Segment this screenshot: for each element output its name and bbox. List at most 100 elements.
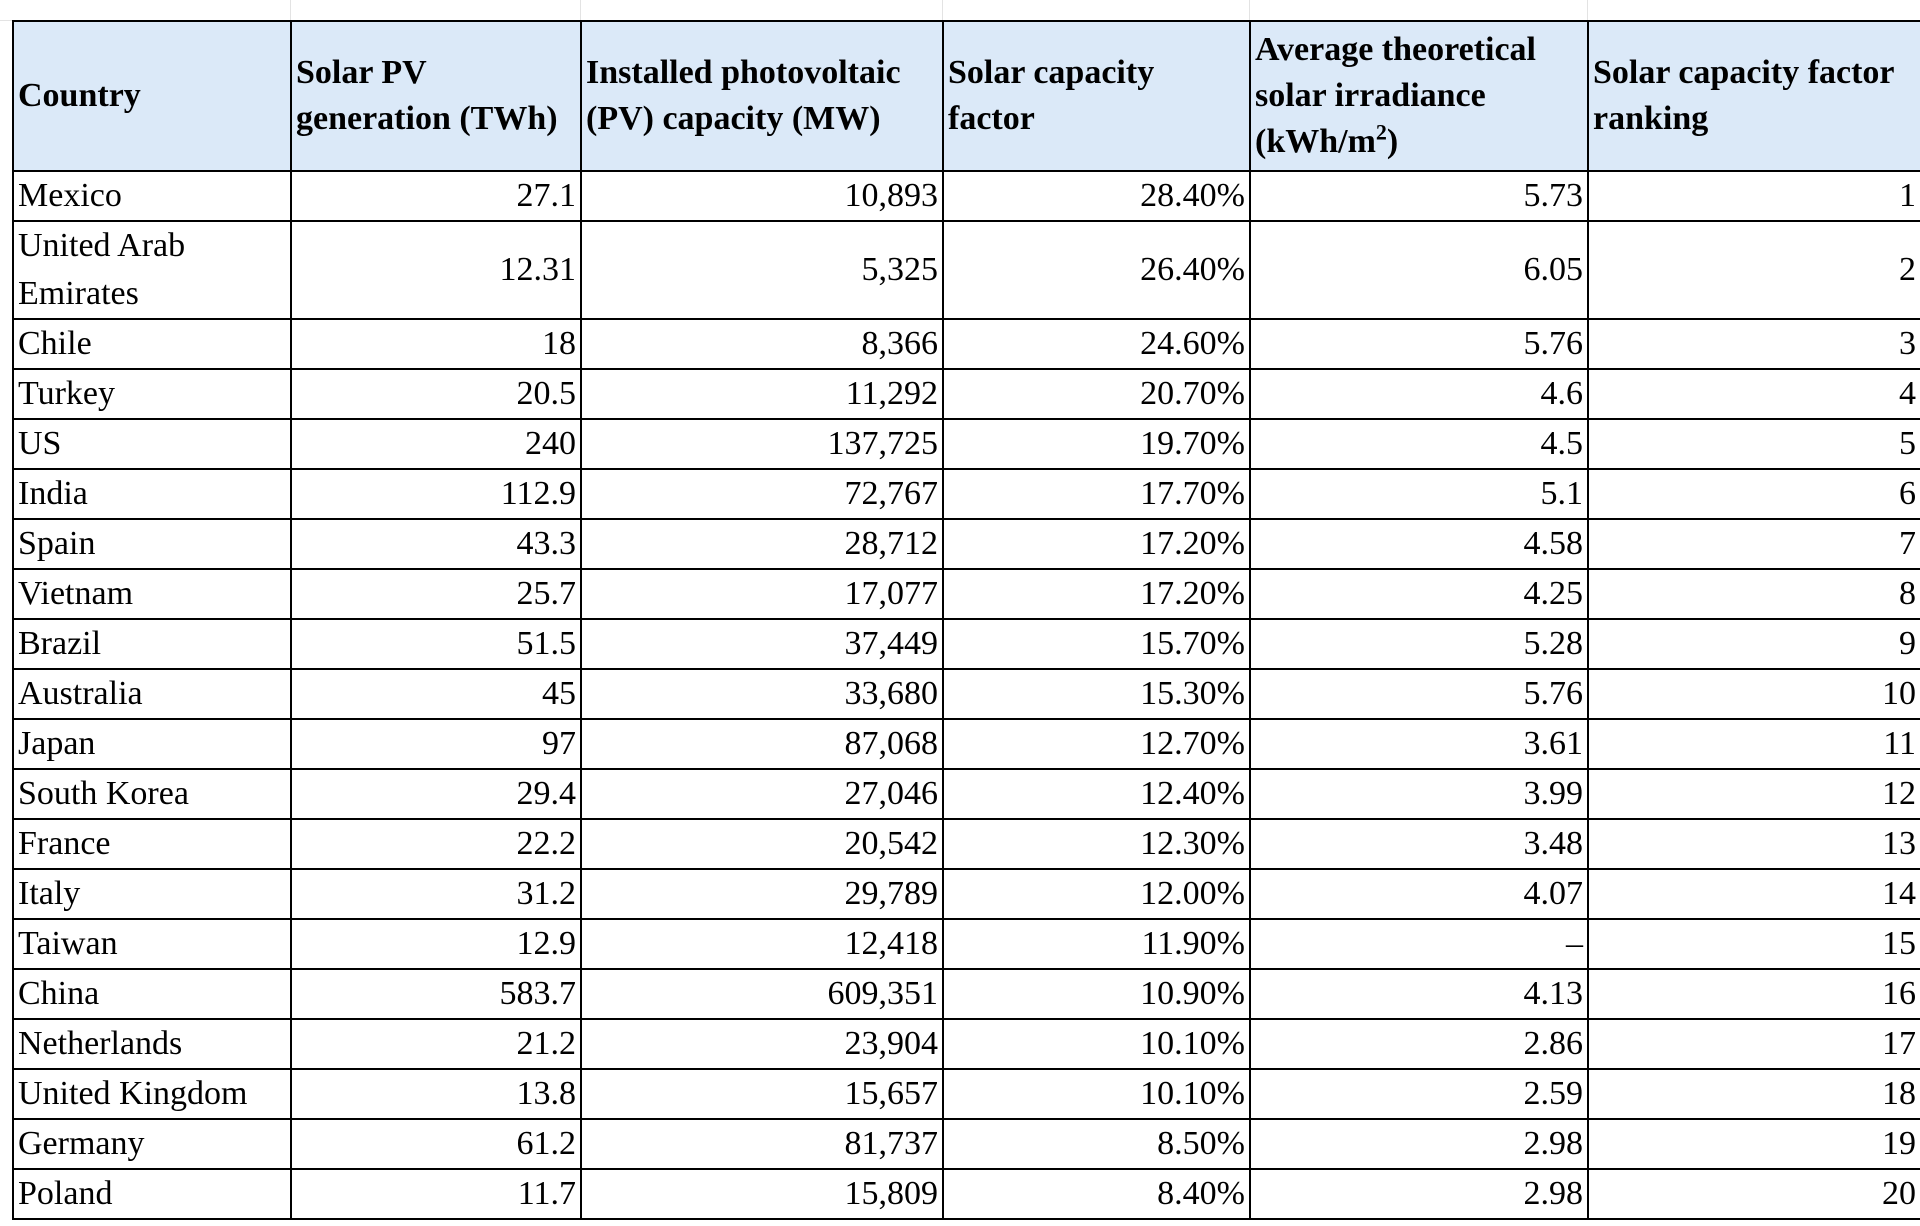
capacity-cell: 137,725: [580, 418, 944, 470]
ranking-cell: 13: [1587, 818, 1920, 870]
capacity-cell: 23,904: [580, 1018, 944, 1070]
country-cell: United Arab Emirates: [12, 220, 292, 320]
table-row: China 583.7 609,351 10.90% 4.13 16: [12, 968, 1920, 1020]
generation-cell: 12.31: [290, 220, 582, 320]
country-cell: Poland: [12, 1168, 292, 1220]
country-cell: France: [12, 818, 292, 870]
capacity-cell: 27,046: [580, 768, 944, 820]
country-cell: China: [12, 968, 292, 1020]
generation-cell: 21.2: [290, 1018, 582, 1070]
header-row: Country Solar PV generation (TWh) Instal…: [12, 20, 1920, 172]
table-row: US 240 137,725 19.70% 4.5 5: [12, 418, 1920, 470]
ranking-cell: 17: [1587, 1018, 1920, 1070]
ranking-cell: 15: [1587, 918, 1920, 970]
capacity-cell: 10,893: [580, 170, 944, 222]
capacity-cell: 81,737: [580, 1118, 944, 1170]
table-row: South Korea 29.4 27,046 12.40% 3.99 12: [12, 768, 1920, 820]
capacity-cell: 37,449: [580, 618, 944, 670]
generation-cell: 27.1: [290, 170, 582, 222]
country-cell: Turkey: [12, 368, 292, 420]
irradiance-cell: 3.61: [1249, 718, 1589, 770]
irradiance-cell: 2.98: [1249, 1118, 1589, 1170]
ranking-cell: 20: [1587, 1168, 1920, 1220]
header-installed-pv-capacity: Installed photovoltaic (PV) capacity (MW…: [580, 20, 944, 172]
capacity-factor-cell: 10.10%: [942, 1018, 1251, 1070]
table-row: Spain 43.3 28,712 17.20% 4.58 7: [12, 518, 1920, 570]
ranking-cell: 18: [1587, 1068, 1920, 1120]
capacity-factor-cell: 17.20%: [942, 518, 1251, 570]
country-cell: Vietnam: [12, 568, 292, 620]
table-row: Japan 97 87,068 12.70% 3.61 11: [12, 718, 1920, 770]
capacity-factor-cell: 24.60%: [942, 318, 1251, 370]
capacity-cell: 17,077: [580, 568, 944, 620]
capacity-factor-cell: 19.70%: [942, 418, 1251, 470]
ranking-cell: 1: [1587, 170, 1920, 222]
ranking-cell: 2: [1587, 220, 1920, 320]
capacity-cell: 12,418: [580, 918, 944, 970]
irradiance-cell: 3.99: [1249, 768, 1589, 820]
table-row: United Arab Emirates 12.31 5,325 26.40% 6.05…: [12, 220, 1920, 320]
capacity-cell: 20,542: [580, 818, 944, 870]
generation-cell: 31.2: [290, 868, 582, 920]
table-header: Country Solar PV generation (TWh) Instal…: [12, 20, 1920, 172]
irradiance-cell: 4.58: [1249, 518, 1589, 570]
country-cell: Germany: [12, 1118, 292, 1170]
table-row: Italy 31.2 29,789 12.00% 4.07 14: [12, 868, 1920, 920]
irradiance-cell: 4.6: [1249, 368, 1589, 420]
country-cell: Italy: [12, 868, 292, 920]
ranking-cell: 6: [1587, 468, 1920, 520]
table-row: Netherlands 21.2 23,904 10.10% 2.86 17: [12, 1018, 1920, 1070]
capacity-factor-cell: 20.70%: [942, 368, 1251, 420]
irradiance-cell: 5.73: [1249, 170, 1589, 222]
table-row: Turkey 20.5 11,292 20.70% 4.6 4: [12, 368, 1920, 420]
generation-cell: 61.2: [290, 1118, 582, 1170]
capacity-cell: 609,351: [580, 968, 944, 1020]
capacity-factor-cell: 12.70%: [942, 718, 1251, 770]
irradiance-label: Average theoretical solar irradiance (kW…: [1255, 31, 1536, 160]
table-body: Mexico 27.1 10,893 28.40% 5.73 1 United Arab E…: [12, 170, 1920, 1220]
ranking-cell: 5: [1587, 418, 1920, 470]
irradiance-cell: 5.28: [1249, 618, 1589, 670]
irradiance-cell: 2.98: [1249, 1168, 1589, 1220]
generation-cell: 25.7: [290, 568, 582, 620]
generation-cell: 583.7: [290, 968, 582, 1020]
ranking-cell: 14: [1587, 868, 1920, 920]
ranking-cell: 19: [1587, 1118, 1920, 1170]
generation-cell: 240: [290, 418, 582, 470]
irradiance-cell: 3.48: [1249, 818, 1589, 870]
capacity-cell: 8,366: [580, 318, 944, 370]
capacity-factor-cell: 26.40%: [942, 220, 1251, 320]
irradiance-cell: 6.05: [1249, 220, 1589, 320]
ranking-cell: 12: [1587, 768, 1920, 820]
irradiance-cell: 4.07: [1249, 868, 1589, 920]
ranking-cell: 8: [1587, 568, 1920, 620]
generation-cell: 112.9: [290, 468, 582, 520]
table-row: United Kingdom 13.8 15,657 10.10% 2.59 18: [12, 1068, 1920, 1120]
generation-cell: 51.5: [290, 618, 582, 670]
capacity-cell: 87,068: [580, 718, 944, 770]
country-cell: Netherlands: [12, 1018, 292, 1070]
irradiance-cell: 5.76: [1249, 668, 1589, 720]
ranking-cell: 9: [1587, 618, 1920, 670]
header-country: Country: [12, 20, 292, 172]
capacity-factor-cell: 10.10%: [942, 1068, 1251, 1120]
table-row: Mexico 27.1 10,893 28.40% 5.73 1: [12, 170, 1920, 222]
header-solar-capacity-factor: Solar capacity factor: [942, 20, 1251, 172]
spreadsheet-gridlines: [0, 0, 1920, 21]
ranking-cell: 11: [1587, 718, 1920, 770]
capacity-factor-cell: 12.40%: [942, 768, 1251, 820]
irradiance-cell: –: [1249, 918, 1589, 970]
capacity-factor-cell: 8.40%: [942, 1168, 1251, 1220]
irradiance-label-tail: ): [1386, 123, 1399, 160]
generation-cell: 13.8: [290, 1068, 582, 1120]
capacity-cell: 29,789: [580, 868, 944, 920]
capacity-factor-cell: 11.90%: [942, 918, 1251, 970]
generation-cell: 18: [290, 318, 582, 370]
ranking-cell: 10: [1587, 668, 1920, 720]
ranking-cell: 4: [1587, 368, 1920, 420]
capacity-cell: 11,292: [580, 368, 944, 420]
capacity-factor-cell: 17.70%: [942, 468, 1251, 520]
country-cell: Brazil: [12, 618, 292, 670]
table-row: India 112.9 72,767 17.70% 5.1 6: [12, 468, 1920, 520]
table-row: France 22.2 20,542 12.30% 3.48 13: [12, 818, 1920, 870]
